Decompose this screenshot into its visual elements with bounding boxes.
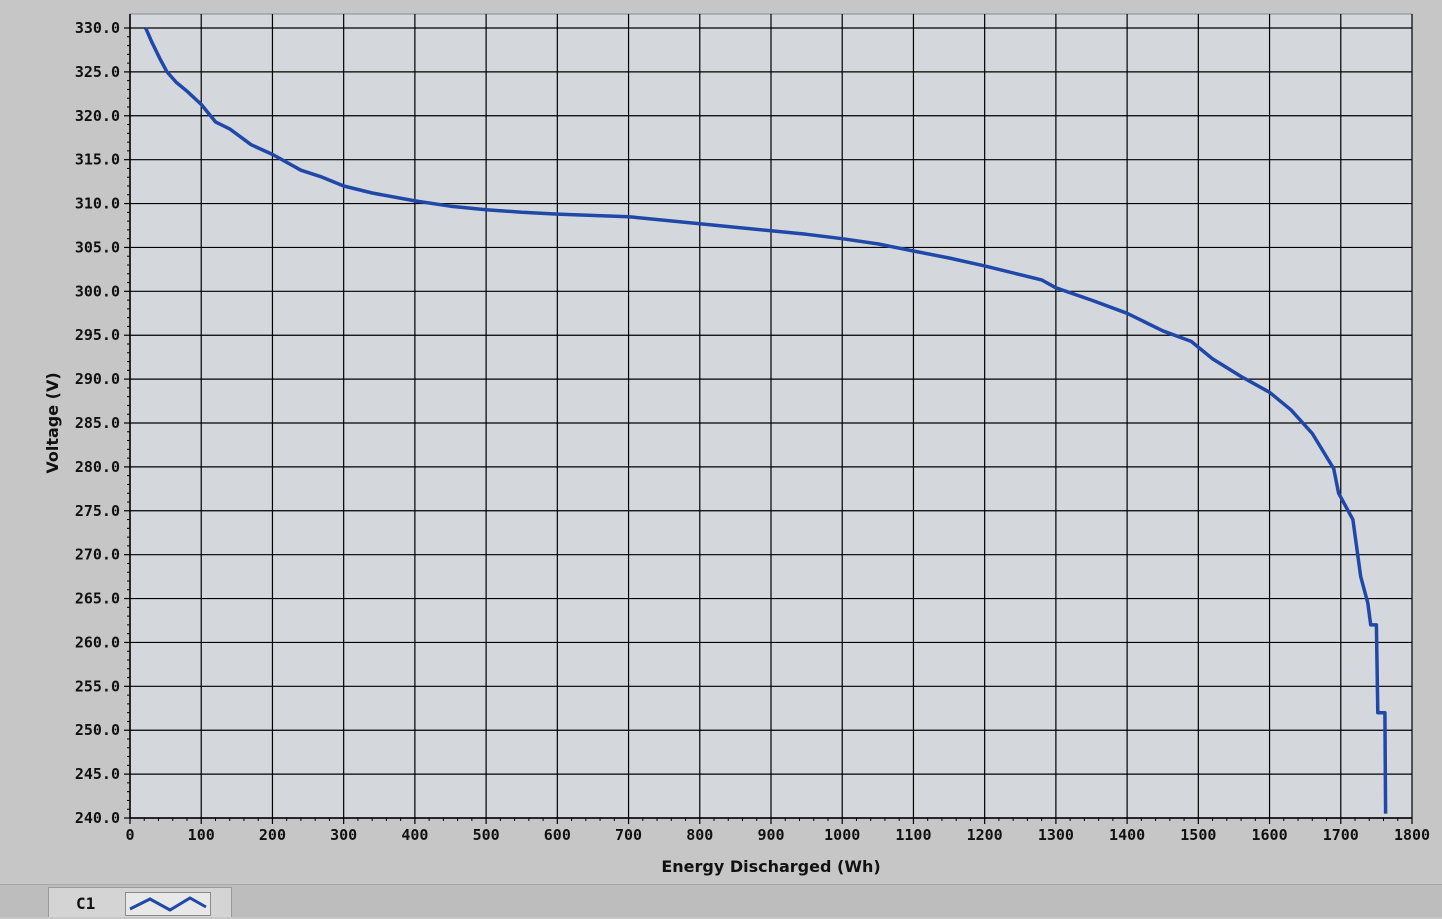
y-tick-label: 290.0 — [75, 370, 120, 388]
x-tick-label: 800 — [686, 826, 713, 844]
y-tick-label: 245.0 — [75, 765, 120, 783]
x-tick-label: 1700 — [1323, 826, 1359, 844]
x-tick-label: 600 — [544, 826, 571, 844]
axis-ticks: 0 100 200 300 400 500 600 700 800 900 1000 1100 1200… — [75, 14, 1430, 844]
y-tick-label: 280.0 — [75, 458, 120, 476]
x-tick-label: 1300 — [1038, 826, 1074, 844]
y-tick-label: 310.0 — [75, 195, 120, 213]
y-tick-label: 320.0 — [75, 107, 120, 125]
series-layer — [144, 27, 1388, 814]
legend-label: C1 — [76, 894, 96, 913]
y-tick-label: 275.0 — [75, 502, 120, 520]
x-tick-label: 100 — [188, 826, 215, 844]
x-tick-label: 1400 — [1109, 826, 1145, 844]
x-tick-label: 1200 — [967, 826, 1003, 844]
y-tick-label: 270.0 — [75, 546, 120, 564]
y-tick-label: 250.0 — [75, 721, 120, 739]
y-tick-label: 300.0 — [75, 282, 120, 300]
voltage-chart: 0 100 200 300 400 500 600 700 800 900 1000 1100 1200… — [43, 13, 1430, 876]
x-tick-label: 500 — [473, 826, 500, 844]
y-tick-label: 315.0 — [75, 151, 120, 169]
x-tick-label: 700 — [615, 826, 642, 844]
x-axis-title: Energy Discharged (Wh) — [661, 857, 880, 876]
x-tick-label: 1100 — [895, 826, 931, 844]
x-tick-label: 1600 — [1251, 826, 1287, 844]
x-tick-label: 0 — [125, 826, 134, 844]
y-tick-label: 255.0 — [75, 677, 120, 695]
y-tick-label: 260.0 — [75, 633, 120, 651]
x-tick-label: 1500 — [1180, 826, 1216, 844]
x-tick-label: 1800 — [1394, 826, 1430, 844]
x-tick-label: 1000 — [824, 826, 860, 844]
y-tick-label: 265.0 — [75, 590, 120, 608]
y-tick-label: 325.0 — [75, 63, 120, 81]
legend-item-c1[interactable]: C1 — [48, 887, 232, 917]
x-tick-label: 400 — [401, 826, 428, 844]
line-style-icon[interactable] — [125, 892, 211, 916]
y-tick-label: 285.0 — [75, 414, 120, 432]
chart-panel: 0 100 200 300 400 500 600 700 800 900 1000 1100 1200… — [43, 13, 1431, 876]
y-tick-label: 240.0 — [75, 809, 120, 827]
plot-legend-bar: C1 — [0, 884, 1442, 917]
x-tick-label: 900 — [757, 826, 784, 844]
x-tick-label: 300 — [330, 826, 357, 844]
x-tick-label: 200 — [259, 826, 286, 844]
y-tick-label: 330.0 — [75, 19, 120, 37]
line-swatch-icon — [129, 896, 207, 912]
y-axis-title: Voltage (V) — [43, 372, 62, 473]
y-tick-label: 295.0 — [75, 326, 120, 344]
y-tick-label: 305.0 — [75, 238, 120, 256]
series-line-c1 — [144, 27, 1388, 814]
